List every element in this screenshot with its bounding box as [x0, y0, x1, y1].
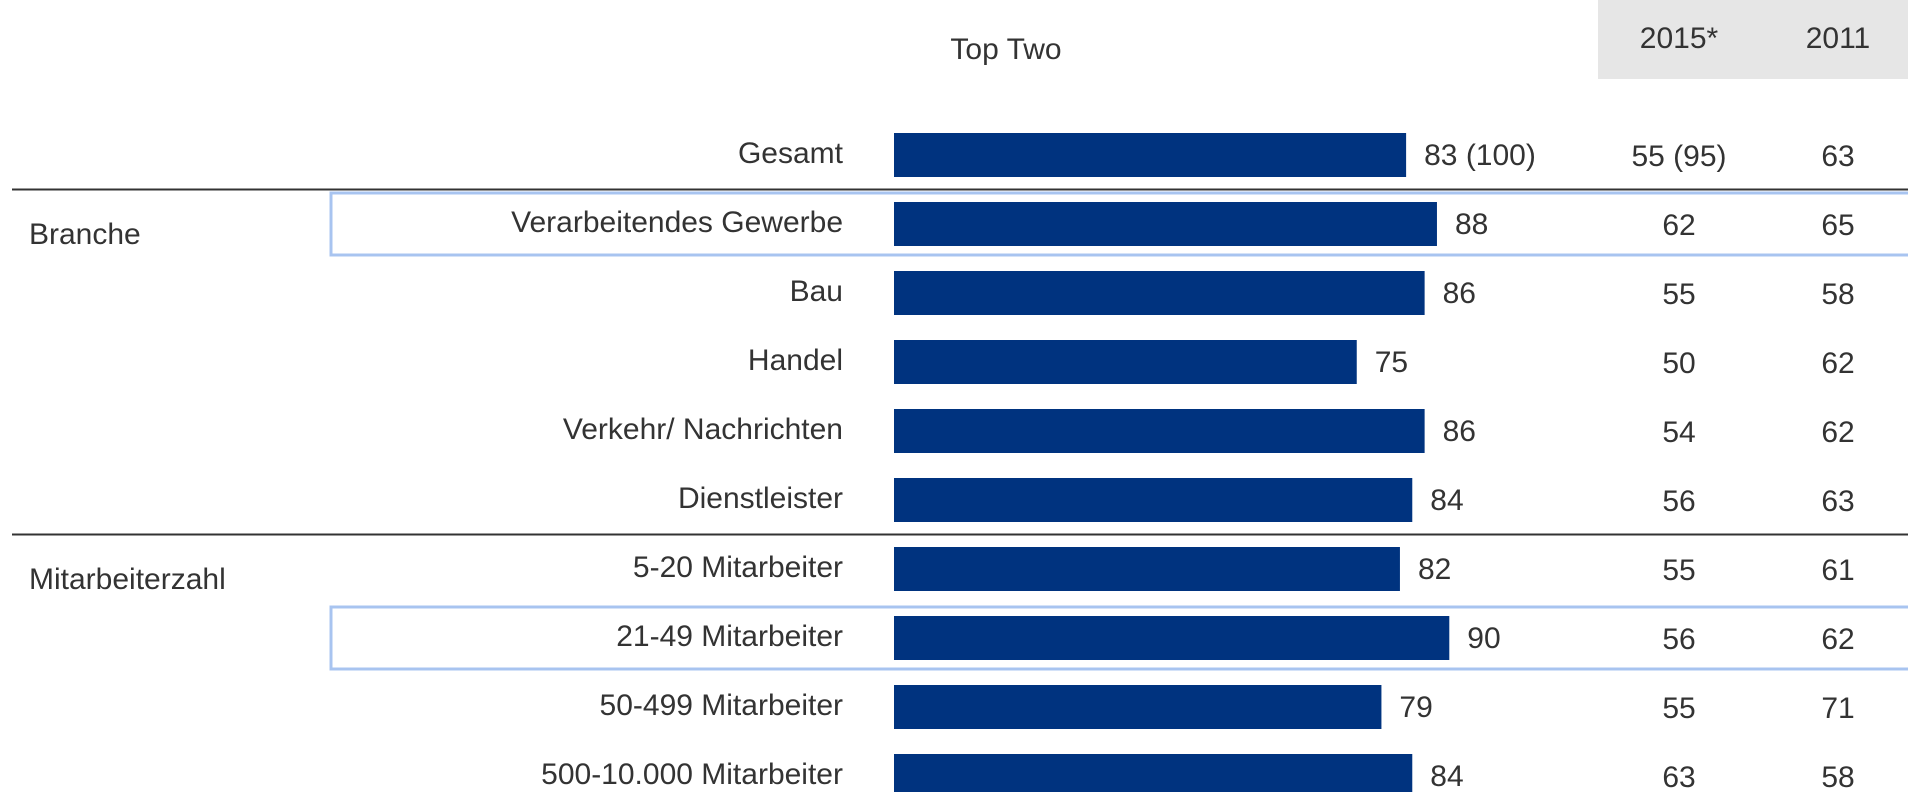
table-value: 56: [1662, 485, 1695, 518]
value-label: 84: [1430, 760, 1463, 792]
table-value: 63: [1821, 485, 1854, 518]
table-value: 50: [1662, 347, 1695, 380]
bar: [894, 133, 1407, 177]
bar: [894, 547, 1400, 591]
table-value: 62: [1821, 347, 1854, 380]
category-label: Verarbeitendes Gewerbe: [511, 206, 843, 239]
bar: [894, 271, 1425, 315]
group-label: Mitarbeiterzahl: [29, 563, 226, 596]
table-value: 58: [1821, 278, 1854, 311]
value-label: 84: [1430, 484, 1463, 517]
header-background: [1598, 0, 1908, 79]
column-header: 2011: [1806, 22, 1871, 55]
category-label: Dienstleister: [678, 482, 843, 515]
bar: [894, 202, 1437, 246]
row-highlight: [329, 605, 1908, 671]
value-label: 90: [1467, 622, 1500, 655]
category-label: Handel: [748, 344, 843, 377]
category-label: 50-499 Mitarbeiter: [600, 689, 843, 722]
bar: [894, 754, 1413, 792]
category-label: 21-49 Mitarbeiter: [616, 620, 843, 653]
category-label: 500-10.000 Mitarbeiter: [541, 758, 843, 791]
category-label: Gesamt: [738, 137, 844, 170]
group-label: Branche: [29, 218, 141, 251]
category-label: Verkehr/ Nachrichten: [563, 413, 843, 446]
value-label: 88: [1455, 208, 1488, 241]
table-value: 62: [1821, 623, 1854, 656]
value-label: 86: [1443, 277, 1476, 310]
chart-title: Top Two: [950, 33, 1061, 66]
table-value: 58: [1821, 761, 1854, 792]
category-label: 5-20 Mitarbeiter: [633, 551, 843, 584]
bar: [894, 478, 1413, 522]
value-label: 79: [1399, 691, 1432, 724]
table-value: 65: [1821, 209, 1854, 242]
bar: [894, 616, 1450, 660]
value-label: 75: [1375, 346, 1408, 379]
category-label: Bau: [790, 275, 843, 308]
value-label: 86: [1443, 415, 1476, 448]
table-value: 55: [1662, 692, 1695, 725]
table-value: 55 (95): [1631, 140, 1726, 173]
table-value: 56: [1662, 623, 1695, 656]
bar: [894, 340, 1357, 384]
value-label: 83 (100): [1424, 139, 1536, 172]
bar: [894, 685, 1382, 729]
row-highlight: [329, 191, 1908, 257]
table-value: 54: [1662, 416, 1695, 449]
table-value: 55: [1662, 278, 1695, 311]
table-value: 62: [1821, 416, 1854, 449]
table-value: 63: [1821, 140, 1854, 173]
value-label: 82: [1418, 553, 1451, 586]
table-value: 63: [1662, 761, 1695, 792]
table-value: 55: [1662, 554, 1695, 587]
table-value: 61: [1821, 554, 1854, 587]
table-value: 71: [1821, 692, 1854, 725]
table-value: 62: [1662, 209, 1695, 242]
bar: [894, 409, 1425, 453]
column-header: 2015*: [1640, 22, 1719, 55]
